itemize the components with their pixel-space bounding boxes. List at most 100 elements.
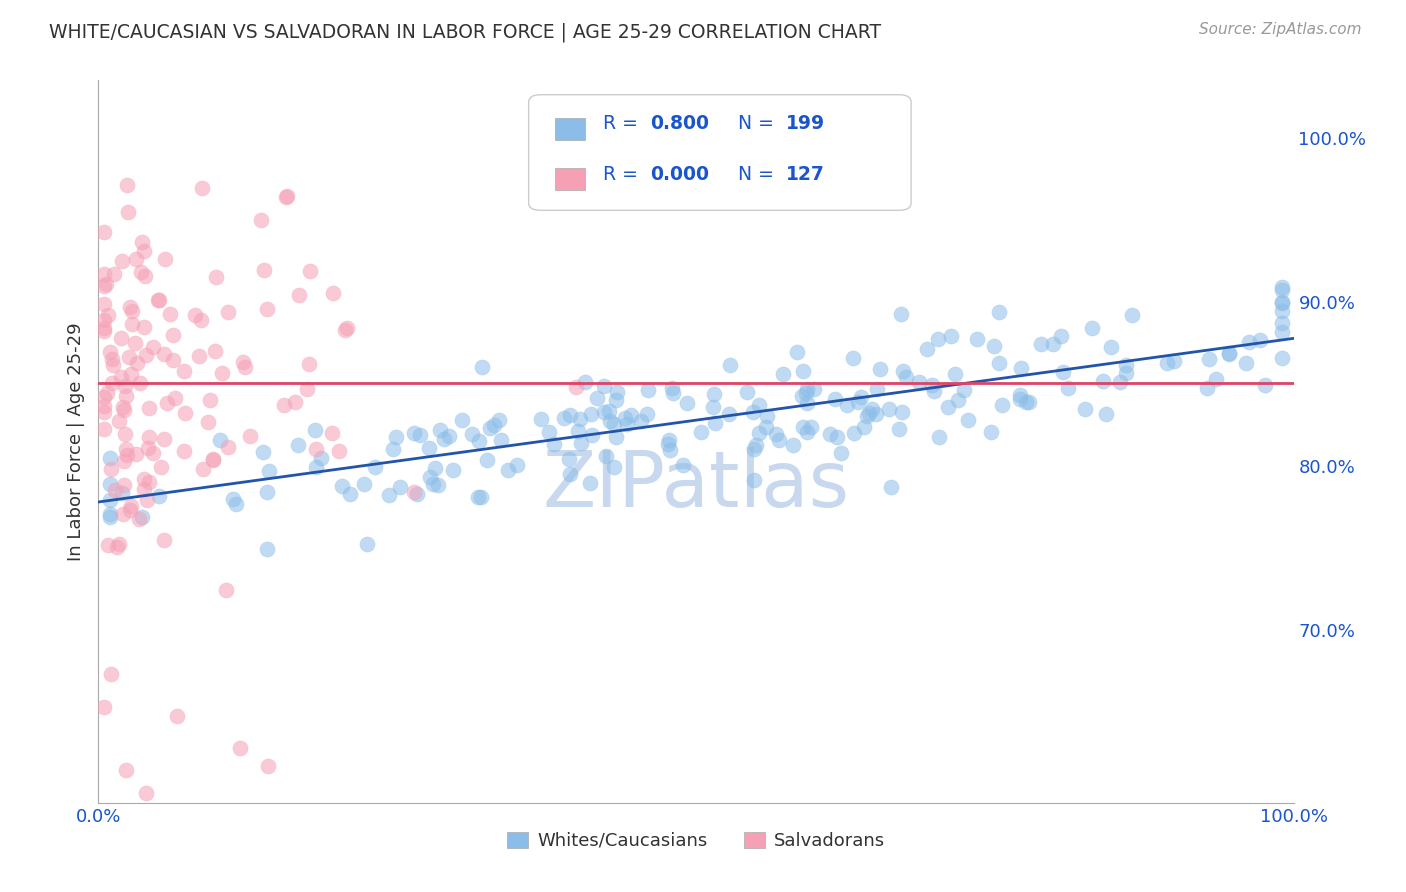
Point <box>402 425 425 440</box>
Point <box>100 376 122 390</box>
Point <box>273 399 295 413</box>
Point <box>98 477 122 491</box>
Point <box>662 386 685 401</box>
Point <box>146 293 169 308</box>
Point <box>118 350 141 364</box>
Point <box>1050 329 1073 343</box>
Point <box>661 381 683 395</box>
Point <box>620 409 643 423</box>
Point <box>543 437 565 451</box>
Point <box>250 212 273 227</box>
Point <box>298 357 321 371</box>
Point <box>824 392 846 406</box>
Point <box>659 442 682 457</box>
Point <box>287 438 309 452</box>
Point <box>118 503 141 517</box>
Point <box>574 376 596 390</box>
Point <box>790 388 813 402</box>
FancyBboxPatch shape <box>555 118 585 139</box>
Point <box>890 308 912 322</box>
Point <box>894 369 917 384</box>
Point <box>844 425 866 440</box>
Point <box>1271 304 1294 318</box>
Text: 127: 127 <box>786 165 824 184</box>
Point <box>1271 316 1294 330</box>
Point <box>93 405 115 419</box>
Point <box>991 398 1014 412</box>
Point <box>174 406 197 420</box>
Point <box>605 430 627 444</box>
Point <box>111 401 134 415</box>
Text: R =: R = <box>603 114 644 133</box>
Point <box>142 340 165 354</box>
Point <box>741 404 763 418</box>
Point <box>138 430 160 444</box>
Text: N =: N = <box>738 165 780 184</box>
Point <box>605 393 627 408</box>
Point <box>165 391 187 405</box>
Point <box>1121 308 1143 322</box>
Point <box>134 472 156 486</box>
Point <box>530 411 553 425</box>
Point <box>946 392 969 407</box>
Point <box>735 384 758 399</box>
Point <box>772 368 794 382</box>
Point <box>204 344 226 359</box>
Point <box>613 411 636 425</box>
Point <box>406 487 429 501</box>
Point <box>565 380 588 394</box>
Point <box>467 490 489 504</box>
Point <box>94 277 117 291</box>
Point <box>138 401 160 416</box>
Point <box>657 436 679 450</box>
Point <box>153 252 176 266</box>
Point <box>131 235 153 249</box>
Point <box>936 400 959 414</box>
Point <box>114 763 136 777</box>
Point <box>939 329 962 343</box>
Point <box>134 269 156 284</box>
Point <box>595 449 617 463</box>
Point <box>97 308 120 322</box>
Point <box>117 448 139 462</box>
Point <box>423 461 446 475</box>
Point <box>796 425 818 440</box>
Point <box>209 434 232 448</box>
Point <box>441 462 464 476</box>
Point <box>333 323 356 337</box>
Point <box>1115 366 1137 380</box>
Point <box>921 377 943 392</box>
Point <box>703 387 725 401</box>
Point <box>599 414 621 428</box>
Legend: Whites/Caucasians, Salvadorans: Whites/Caucasians, Salvadorans <box>498 822 894 859</box>
Point <box>606 385 628 400</box>
Point <box>479 421 502 435</box>
Text: N =: N = <box>738 114 780 133</box>
Point <box>135 786 157 800</box>
Point <box>922 384 945 398</box>
Point <box>450 413 472 427</box>
Point <box>879 401 901 416</box>
Point <box>468 434 491 448</box>
Point <box>704 416 727 430</box>
Point <box>98 450 122 465</box>
Point <box>124 447 146 461</box>
Text: R =: R = <box>603 165 644 184</box>
Point <box>204 269 226 284</box>
Point <box>93 390 115 404</box>
Point <box>471 359 494 374</box>
Point <box>225 497 247 511</box>
Point <box>1237 334 1260 349</box>
Point <box>93 400 115 414</box>
Point <box>129 265 152 279</box>
Point <box>222 491 245 506</box>
Point <box>96 386 118 401</box>
Point <box>830 446 852 460</box>
Point <box>1218 347 1240 361</box>
Point <box>825 430 848 444</box>
Text: ZIPatlas: ZIPatlas <box>543 447 849 523</box>
Point <box>305 442 328 457</box>
Point <box>432 432 454 446</box>
Point <box>928 430 950 444</box>
Point <box>93 296 115 310</box>
